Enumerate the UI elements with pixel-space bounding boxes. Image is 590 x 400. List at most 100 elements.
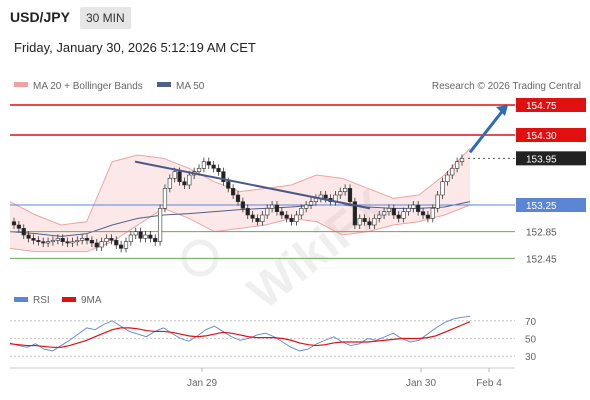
- candle-body: [396, 214, 401, 219]
- candle-body: [99, 241, 104, 248]
- rsi-tick-label: 70: [525, 317, 537, 328]
- candle-body: [216, 168, 221, 172]
- candle-body: [235, 194, 241, 202]
- candle-body: [391, 208, 396, 216]
- candle-body: [255, 218, 260, 222]
- candle-body: [377, 214, 382, 219]
- candle-body: [221, 171, 226, 182]
- candle-body: [386, 208, 392, 212]
- candle-body: [435, 194, 440, 209]
- candle-body: [265, 208, 270, 216]
- credit-label: Research © 2026 Trading Central: [432, 81, 581, 92]
- candle-body: [104, 238, 109, 242]
- timeframe-button[interactable]: 30 MIN: [80, 7, 131, 29]
- symbol-label: USD/JPY: [10, 9, 70, 25]
- current-price-tag: [516, 151, 586, 166]
- ma50-legend-label: MA 50: [176, 81, 205, 92]
- candle-body: [109, 238, 114, 241]
- candle-body: [196, 168, 202, 172]
- pivot-tag: [516, 198, 586, 212]
- resistance-1-label: 154.30: [526, 131, 557, 142]
- candle-body: [226, 181, 231, 189]
- candle-body: [75, 240, 80, 242]
- rsi-legend-swatch: [14, 297, 28, 302]
- candle-body: [31, 238, 36, 241]
- candle-body: [362, 218, 367, 222]
- support-1-label: 152.85: [526, 228, 557, 239]
- candle-body: [323, 194, 328, 199]
- timestamp: Friday, January 30, 2026 5:12:19 AM CET: [14, 40, 256, 55]
- candle-body: [60, 238, 65, 242]
- candle-body: [416, 204, 421, 212]
- candle-body: [250, 214, 255, 219]
- candle-body: [245, 208, 250, 216]
- candle-body: [455, 161, 460, 169]
- candle-body: [440, 181, 445, 196]
- main-pane: 154.75 154.30 153.95 153.25 152.85 152.45: [9, 98, 586, 265]
- x-tick-label: Jan 30: [406, 378, 436, 389]
- candle-body: [153, 238, 158, 242]
- ma50-legend-swatch: [157, 82, 171, 87]
- candle-body: [420, 211, 426, 216]
- candle-body: [89, 240, 95, 244]
- candle-body: [123, 241, 129, 249]
- candle-body: [284, 214, 289, 219]
- candle-body: [357, 218, 362, 226]
- rsi-ma-legend-label: 9MA: [81, 295, 102, 306]
- candle-body: [167, 178, 172, 189]
- target-arrow-head: [496, 105, 508, 116]
- candle-body: [11, 221, 17, 226]
- candle-body: [177, 171, 182, 182]
- candle-body: [138, 231, 143, 239]
- bollinger-upper-line: [9, 147, 471, 226]
- candle-body: [45, 241, 51, 244]
- candle-body: [445, 174, 450, 182]
- candle-body: [308, 201, 314, 206]
- candle-body: [84, 238, 90, 241]
- candle-body: [26, 234, 31, 239]
- resistance-2-label: 154.75: [526, 101, 557, 112]
- candle-body: [201, 161, 207, 169]
- ma20-legend-swatch: [14, 82, 28, 87]
- candle-body: [162, 188, 168, 209]
- candle-body: [425, 214, 431, 219]
- candle-body: [401, 211, 406, 219]
- candle-body: [381, 211, 387, 216]
- candle-body: [172, 171, 177, 179]
- rsi-line: [9, 315, 471, 352]
- candle-body: [372, 218, 377, 226]
- chart-header: USD/JPY 30 MIN: [0, 0, 590, 40]
- candle-body: [411, 204, 416, 209]
- candle-body: [459, 158, 465, 162]
- candle-body: [294, 214, 299, 222]
- resistance-1-tag: [516, 128, 586, 142]
- rsi-ma-legend-swatch: [62, 297, 76, 302]
- candle-body: [289, 218, 294, 222]
- x-axis: Jan 29 Jan 30 Feb 4: [187, 368, 502, 389]
- x-tick-label: Feb 4: [476, 378, 502, 389]
- ma20-legend-label: MA 20 + Bollinger Bands: [33, 81, 143, 92]
- rsi-tick-label: 50: [525, 335, 537, 346]
- trendline: [134, 160, 371, 210]
- rsi-tick-label: 30: [525, 352, 537, 363]
- candle-body: [128, 234, 133, 242]
- candle-body: [143, 234, 148, 239]
- candle-body: [133, 231, 138, 236]
- candle-body: [157, 208, 163, 242]
- candle-body: [114, 240, 119, 246]
- candle-body: [119, 244, 124, 249]
- rsi-pane: 30 50 70: [9, 315, 537, 363]
- bollinger-lower-line: [9, 204, 471, 253]
- x-tick-label: Jan 29: [187, 378, 217, 389]
- target-arrow-shaft: [468, 108, 506, 154]
- candle-body: [260, 214, 265, 222]
- candle-body: [269, 204, 275, 209]
- candle-body: [21, 228, 26, 236]
- candle-body: [347, 188, 353, 202]
- candle-body: [206, 161, 211, 166]
- candle-body: [211, 164, 216, 169]
- candle-body: [80, 238, 85, 241]
- candle-body: [231, 188, 236, 196]
- pivot-label: 153.25: [526, 201, 557, 212]
- candle-body: [182, 181, 187, 186]
